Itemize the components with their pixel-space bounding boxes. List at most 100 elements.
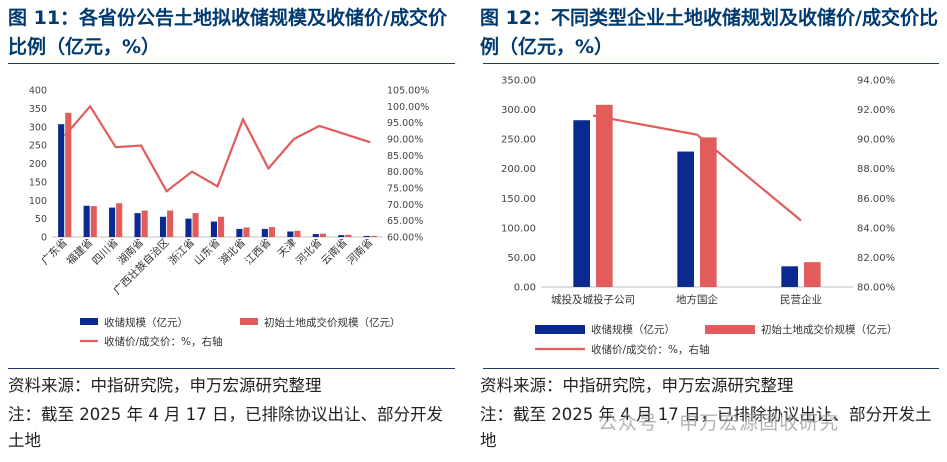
line-price-ratio (592, 114, 802, 222)
bar-storage-scale (287, 231, 294, 237)
y-tick-label: 400 (29, 86, 47, 97)
y-tick-label: 0.00 (514, 283, 536, 294)
bar-initial-price (596, 104, 613, 287)
x-category-label: 四川省 (89, 236, 120, 267)
legend-swatch-storage (80, 318, 98, 325)
bar-initial-price (218, 216, 225, 237)
y2-tick-label: 60.00% (387, 233, 423, 244)
y-tick-label: 300.00 (501, 105, 536, 116)
bar-initial-price (700, 137, 717, 287)
line-price-ratio (63, 104, 371, 193)
y2-tick-label: 85.00% (387, 151, 423, 162)
y-tick-label: 100 (29, 196, 47, 207)
y-tick-label: 0 (41, 233, 47, 244)
right-figure-title: 图 12：不同类型企业土地收储规划及收储价/成交价比例（亿元，%） (480, 7, 938, 58)
left-chart: 0 50 100 150 200 250 300 350 400 60.00% 65.00% 70.0… (29, 86, 429, 349)
x-category-label: 民营企业 (780, 293, 822, 306)
right-source-text: 资料来源：中指研究院，申万宏源研究整理 (480, 376, 794, 395)
y2-tick-label: 105.00% (387, 86, 429, 97)
bar-initial-price (192, 213, 199, 237)
y-tick-label: 350 (29, 104, 47, 115)
y2-tick-label: 86.00% (857, 194, 895, 205)
y-tick-label: 50.00 (507, 253, 536, 264)
bar-storage-scale (236, 228, 243, 237)
y2-tick-label: 95.00% (387, 118, 423, 129)
right-title-rule (483, 63, 939, 64)
left-figure-title: 图 11：各省份公告土地拟收储规模及收储价/成交价比例（亿元，%） (8, 7, 447, 58)
y2-tick-label: 94.00% (857, 76, 895, 87)
right-figure-panel: 图 12：不同类型企业土地收储规划及收储价/成交价比例（亿元，%） 0.00 50… (475, 0, 947, 462)
watermark-text: 公众号 · 申万宏源固收研究 (598, 412, 840, 434)
bar-storage-scale (185, 218, 192, 237)
x-category-label: 福建省 (64, 236, 95, 267)
left-footer-rule (8, 368, 455, 369)
y2-tick-label: 88.00% (857, 164, 895, 175)
y2-tick-label: 80.00% (387, 167, 423, 178)
right-note-text: 注：截至 2025 年 4 月 17 日，已排除协议出让、部分开发土地 (480, 405, 932, 450)
y2-tick-label: 70.00% (387, 200, 423, 211)
y2-tick-label: 80.00% (857, 283, 895, 294)
bar-storage-scale (159, 216, 167, 237)
bar-storage-scale (261, 228, 268, 237)
y-tick-label: 300 (29, 122, 47, 133)
x-category-label: 云南省 (318, 236, 349, 267)
x-category-label: 城投及城投子公司 (551, 293, 635, 306)
bar-initial-price (65, 112, 72, 237)
bar-storage-scale (363, 235, 370, 237)
y-tick-label: 150.00 (501, 194, 536, 205)
legend-label-initial: 初始土地成交价规模（亿元） (761, 323, 898, 336)
bar-initial-price (319, 233, 326, 237)
bar-storage-scale (83, 205, 90, 237)
y2-tick-label: 90.00% (387, 135, 423, 146)
bar-initial-price (345, 234, 352, 237)
x-category-label: 河南省 (344, 236, 375, 267)
bar-storage-scale (573, 120, 590, 288)
y2-tick-label: 90.00% (857, 135, 895, 146)
left-note-text: 注：截至 2025 年 4 月 17 日，已排除协议出让、部分开发土地 (8, 405, 443, 450)
bar-initial-price (804, 262, 821, 287)
y2-tick-label: 100.00% (387, 102, 429, 113)
bar-storage-scale (677, 151, 694, 287)
y2-tick-label: 65.00% (387, 216, 423, 227)
left-figure-panel: 图 11：各省份公告土地拟收储规模及收储价/成交价比例（亿元，%） 0 50 100… (0, 0, 463, 462)
right-chart: 0.00 50.00 100.00 150.00 200.00 250.00 300.00 3… (501, 76, 898, 357)
legend-label-ratio: 收储价/成交价：%，右轴 (104, 335, 223, 348)
y-tick-label: 100.00 (501, 223, 536, 234)
y2-tick-label: 75.00% (387, 184, 423, 195)
bar-initial-price (294, 230, 301, 237)
legend-swatch-storage (535, 325, 585, 334)
x-category-label: 江西省 (242, 236, 273, 267)
x-category-label: 河北省 (293, 236, 324, 267)
bar-storage-scale (781, 266, 798, 287)
bar-storage-scale (210, 221, 217, 237)
legend-label-storage: 收储规模（亿元） (104, 316, 188, 329)
bar-storage-scale (58, 124, 65, 237)
bar-initial-price (90, 206, 97, 237)
bar-initial-price (268, 227, 276, 237)
y-tick-label: 150 (29, 177, 47, 188)
bar-initial-price (167, 210, 174, 237)
y-tick-label: 200.00 (501, 164, 536, 175)
bar-initial-price (141, 210, 148, 237)
y-tick-label: 250 (29, 141, 47, 152)
y-tick-label: 250.00 (501, 135, 536, 146)
bar-storage-scale (134, 213, 141, 237)
x-category-label: 湖北省 (217, 236, 248, 267)
x-category-label: 山东省 (191, 236, 222, 267)
y-tick-label: 200 (29, 159, 47, 170)
x-category-label: 浙江省 (166, 236, 197, 267)
legend-label-initial: 初始土地成交价规模（亿元） (264, 316, 401, 329)
legend-label-ratio: 收储价/成交价：%，右轴 (591, 343, 710, 356)
left-title-rule (8, 63, 455, 64)
bar-storage-scale (338, 235, 345, 237)
y2-tick-label: 92.00% (857, 105, 895, 116)
left-source-text: 资料来源：中指研究院，申万宏源研究整理 (8, 376, 322, 395)
y-tick-label: 350.00 (501, 76, 536, 87)
y-tick-label: 50 (35, 214, 47, 225)
legend-swatch-initial (240, 318, 258, 325)
bar-initial-price (116, 203, 123, 237)
bar-storage-scale (312, 234, 319, 237)
y2-tick-label: 82.00% (857, 253, 895, 264)
y2-tick-label: 84.00% (857, 223, 895, 234)
legend-swatch-initial (705, 325, 755, 334)
